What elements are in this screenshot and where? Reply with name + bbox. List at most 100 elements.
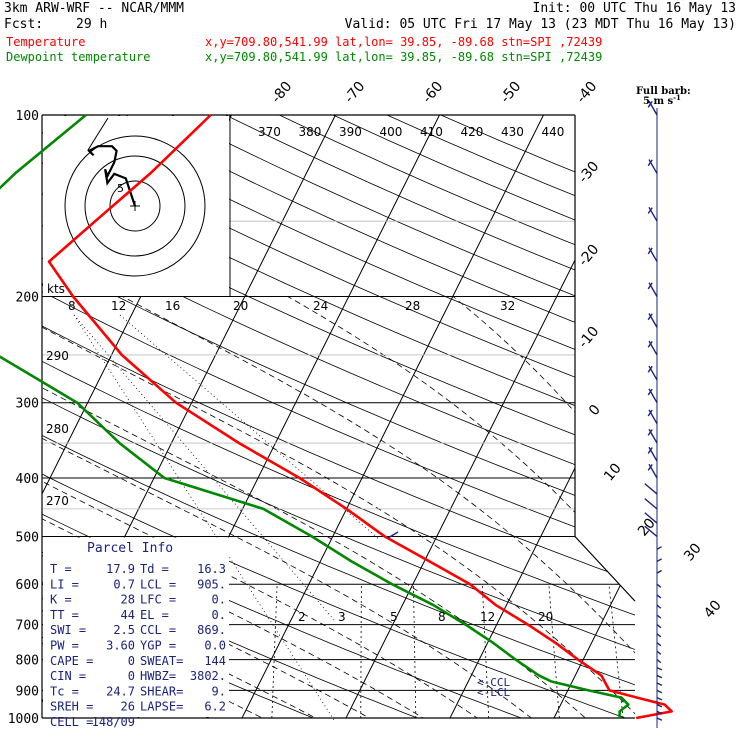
wind-barb <box>647 365 653 373</box>
wind-barb <box>647 101 653 108</box>
hodograph-speed-tick: 8 <box>68 299 76 313</box>
pressure-tick-label: 200 <box>16 291 39 306</box>
pressure-tick-label: 500 <box>16 530 39 545</box>
isotherm-label: -30 <box>575 159 602 187</box>
mixing-ratio-label: 8 <box>438 610 446 624</box>
wind-barb <box>656 558 662 563</box>
moist-adiabat <box>122 296 635 718</box>
parcel-value: 0. <box>212 593 226 607</box>
pressure-tick-label: 700 <box>16 619 39 634</box>
wind-barb <box>656 717 663 721</box>
parcel-label: LCL = <box>140 577 176 591</box>
moist-adiabat <box>42 296 496 718</box>
parcel-label: PW = <box>50 639 79 653</box>
hodograph-direction-tick: 280 <box>46 422 69 436</box>
parcel-label: SWEAT= <box>140 654 183 668</box>
dry-adiabat <box>42 115 635 718</box>
sounding-series <box>0 113 673 720</box>
dry-adiabat <box>386 115 635 718</box>
theta-label: 430 <box>501 125 524 139</box>
isotherm-line <box>553 115 635 718</box>
wind-barb <box>656 546 662 550</box>
valid-time: Valid: 05 UTC Fri 17 May 13 (23 MDT Thu … <box>344 17 736 32</box>
wind-barb <box>644 512 658 524</box>
parcel-value: 0 <box>128 669 135 683</box>
temperature-legend: Temperature <box>6 35 86 49</box>
isotherm-line <box>658 115 740 718</box>
parcel-label: T = <box>50 562 72 576</box>
theta-label: 420 <box>461 125 484 139</box>
wind-barb <box>656 703 663 708</box>
parcel-label: SREH = <box>50 700 93 714</box>
parcel-label: LI = <box>50 577 79 591</box>
mixing-ratio-label: 12 <box>480 610 495 624</box>
wind-barb <box>656 710 663 715</box>
parcel-label: Td = <box>140 562 169 576</box>
dry-adiabat <box>42 115 635 718</box>
hodograph-speed-unit: kts <box>47 282 65 296</box>
wind-barb <box>656 633 662 638</box>
pressure-tick-label: 800 <box>16 654 39 669</box>
dry-adiabat <box>42 115 635 718</box>
hodograph: 5 kts <box>43 116 229 296</box>
parcel-value: 0 <box>128 654 135 668</box>
hodograph-ray <box>73 314 335 721</box>
model-title: 3km ARW-WRF -- NCAR/MMM <box>4 1 185 16</box>
hodograph-ring <box>64 135 206 277</box>
parcel-value: 3802. <box>190 669 226 683</box>
init-time: Init: 00 UTC Thu 16 May 13 <box>532 1 737 16</box>
barb-legend-title: Full barb: <box>636 86 691 97</box>
dewpoint-legend: Dewpoint temperature <box>6 50 151 64</box>
moist-adiabat <box>42 296 600 718</box>
wind-barb <box>644 483 658 495</box>
dewpoint-line <box>0 113 630 719</box>
parcel-label: CCL = <box>140 623 176 637</box>
parcel-value: 28 <box>121 593 135 607</box>
hodograph-ring <box>109 180 161 232</box>
parcel-label: LAPSE= <box>140 700 183 714</box>
parcel-label: CIN = <box>50 669 86 683</box>
parcel-value: 144 <box>204 654 226 668</box>
pressure-tick-label: 400 <box>16 472 39 487</box>
wind-barb <box>647 464 653 471</box>
parcel-label: CELL = <box>50 715 93 729</box>
mixing-ratio-line <box>271 584 278 718</box>
parcel-label: K = <box>50 593 72 607</box>
mixing-ratio-label: 20 <box>538 610 553 624</box>
hodograph-storm-vector <box>87 117 109 151</box>
moist-adiabat <box>42 296 548 718</box>
wind-barb <box>656 650 662 655</box>
wind-barb <box>656 604 662 609</box>
pressure-tick-label: 300 <box>16 397 39 412</box>
hodograph-ring <box>84 155 186 257</box>
wind-barb <box>647 429 653 436</box>
theta-label: 370 <box>258 125 281 139</box>
wind-barb <box>656 594 662 599</box>
theta-label: 410 <box>420 125 443 139</box>
hodograph-ray <box>73 314 335 621</box>
barb-legend-exponent: -1 <box>673 93 681 102</box>
wind-barbs <box>644 100 663 728</box>
parcel-label: CAPE = <box>50 654 93 668</box>
wind-barb <box>644 525 658 538</box>
parcel-value: 2.5 <box>113 623 135 637</box>
isotherm-label: -40 <box>573 79 600 107</box>
isotherm-label: -80 <box>268 79 295 107</box>
pressure-tick-label: 900 <box>16 684 39 699</box>
parcel-label: LFC = <box>140 593 176 607</box>
hodograph-speed-tick: 32 <box>500 299 515 313</box>
parcel-value: 6.2 <box>204 700 226 714</box>
dry-adiabat <box>42 115 635 718</box>
theta-label: 400 <box>380 125 403 139</box>
parcel-label: SHEAR= <box>140 684 183 698</box>
wind-barb <box>647 247 653 255</box>
isotherm-label: -50 <box>497 79 524 107</box>
theta-label: 380 <box>299 125 322 139</box>
wind-barb <box>656 624 662 629</box>
hodograph-speed-tick: 24 <box>313 299 328 313</box>
isotherm-label: 40 <box>701 597 725 621</box>
wind-barb <box>647 207 653 214</box>
parcel-info-title: Parcel Info <box>87 541 173 556</box>
lcl-marker: <-LCL <box>477 686 510 699</box>
